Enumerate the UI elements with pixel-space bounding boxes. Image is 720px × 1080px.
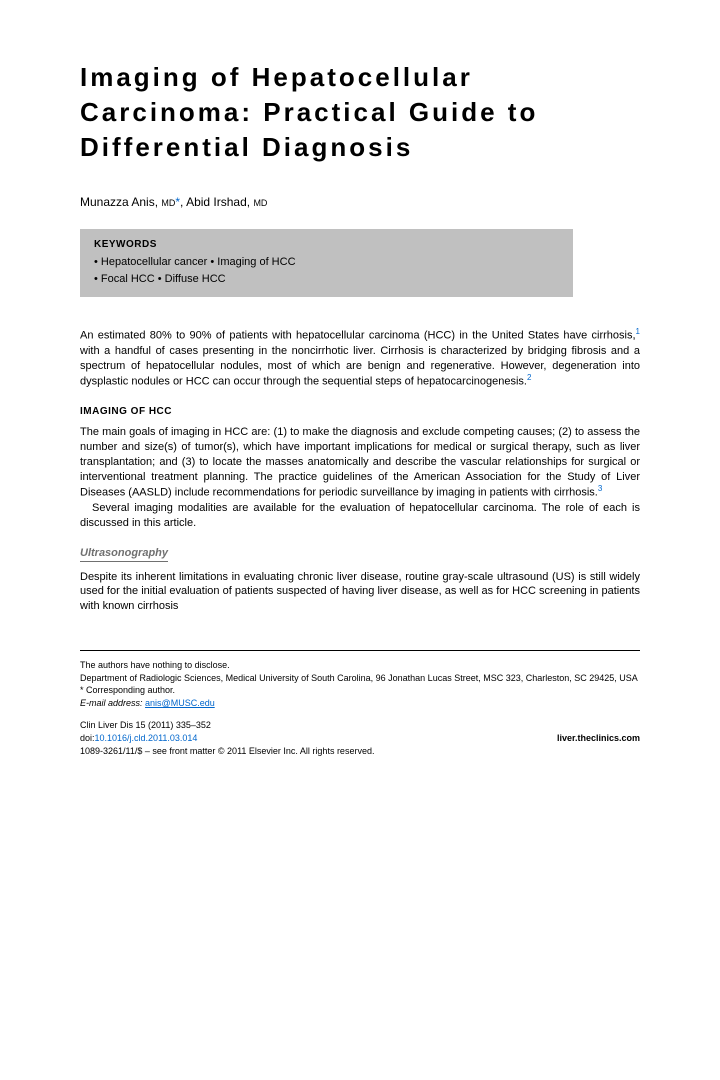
- author-1-degree: MD: [161, 198, 175, 208]
- section1-p1a: The main goals of imaging in HCC are: (1…: [80, 426, 640, 499]
- footer-disclosure: The authors have nothing to disclose.: [80, 659, 640, 672]
- author-2-name: Abid Irshad,: [186, 195, 253, 209]
- section1-paragraph: The main goals of imaging in HCC are: (1…: [80, 425, 640, 531]
- author-1-name: Munazza Anis,: [80, 195, 161, 209]
- footer-corresponding: * Corresponding author.: [80, 684, 640, 697]
- keywords-box: KEYWORDS • Hepatocellular cancer • Imagi…: [80, 229, 573, 297]
- subsection-heading-ultrasonography: Ultrasonography: [80, 547, 168, 562]
- author-2-degree: MD: [253, 198, 267, 208]
- article-title: Imaging of Hepatocellular Carcinoma: Pra…: [80, 60, 640, 165]
- subsection1-paragraph: Despite its inherent limitations in eval…: [80, 570, 640, 615]
- reference-1[interactable]: 1: [636, 327, 640, 336]
- article-footer: The authors have nothing to disclose. De…: [80, 650, 640, 757]
- intro-part1: An estimated 80% to 90% of patients with…: [80, 330, 636, 342]
- authors-line: Munazza Anis, MD*, Abid Irshad, MD: [80, 195, 640, 209]
- intro-part2: with a handful of cases presenting in th…: [80, 345, 640, 388]
- footer-doi-label: doi:: [80, 733, 95, 743]
- section-heading-imaging: IMAGING OF HCC: [80, 406, 640, 417]
- keywords-label: KEYWORDS: [94, 239, 559, 250]
- footer-email-link[interactable]: anis@MUSC.edu: [145, 698, 215, 708]
- reference-3[interactable]: 3: [598, 484, 602, 493]
- keyword-line-1: • Hepatocellular cancer • Imaging of HCC: [94, 254, 559, 271]
- footer-email-label: E-mail address:: [80, 698, 143, 708]
- section1-p1b: Several imaging modalities are available…: [80, 501, 640, 531]
- footer-site-link[interactable]: liver.theclinics.com: [557, 732, 640, 745]
- reference-2[interactable]: 2: [527, 373, 531, 382]
- footer-doi-link[interactable]: 10.1016/j.cld.2011.03.014: [95, 733, 198, 743]
- footer-affiliation: Department of Radiologic Sciences, Medic…: [80, 672, 640, 685]
- footer-citation: Clin Liver Dis 15 (2011) 335–352: [80, 719, 211, 732]
- footer-copyright: 1089-3261/11/$ – see front matter © 2011…: [80, 745, 640, 758]
- intro-paragraph: An estimated 80% to 90% of patients with…: [80, 327, 640, 390]
- keyword-line-2: • Focal HCC • Diffuse HCC: [94, 271, 559, 288]
